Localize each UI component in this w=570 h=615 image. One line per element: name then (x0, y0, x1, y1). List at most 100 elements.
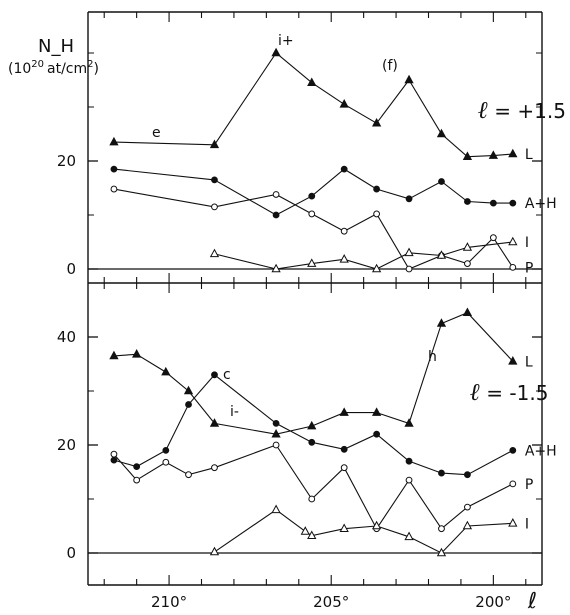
data-point-l (132, 349, 142, 358)
x-tick-label: 205° (313, 593, 349, 611)
data-point-l (307, 420, 317, 430)
data-point-i (462, 520, 473, 530)
data-point-l (488, 150, 498, 159)
data-point-p (272, 441, 280, 449)
data-point-l (404, 74, 414, 84)
data-point-l (209, 418, 220, 427)
data-point-a-h (373, 185, 381, 193)
data-point-p (340, 227, 348, 235)
data-point-p (211, 464, 218, 472)
series-label-a-h: A+H (525, 443, 557, 459)
data-point-l (371, 407, 382, 416)
data-point-l (339, 99, 349, 108)
annotation-f: (f) (382, 58, 398, 74)
data-point-i (404, 247, 414, 257)
data-point-l (436, 128, 447, 138)
data-point-p (438, 525, 445, 533)
y-tick-label: 20 (57, 152, 76, 170)
data-point-p (489, 234, 497, 242)
data-point-p (464, 503, 471, 511)
data-point-a-h (438, 178, 445, 185)
data-point-p (509, 263, 517, 271)
data-point-a-h (211, 371, 218, 379)
data-point-p (308, 210, 316, 218)
series-line-l (113, 52, 513, 158)
data-point-a-h (272, 420, 280, 427)
data-point-l (436, 318, 447, 327)
data-point-l (109, 350, 119, 360)
data-point-i (508, 236, 518, 246)
data-point-l (109, 136, 119, 146)
data-point-a-h (110, 165, 118, 173)
series-label-a-h: A+H (525, 196, 557, 212)
series-label-i: I (525, 235, 529, 251)
data-point-i (307, 258, 317, 267)
y-tick-label: 0 (66, 260, 76, 278)
series-line-a-h (113, 168, 513, 216)
data-point-l (508, 148, 518, 158)
data-point-i (371, 520, 382, 530)
data-point-a-h (438, 469, 445, 477)
data-point-i (307, 530, 317, 540)
data-point-a-h (308, 438, 316, 446)
data-point-p (272, 191, 280, 198)
data-point-a-h (464, 471, 471, 479)
annotation-i: i+ (278, 33, 294, 49)
data-point-l (339, 407, 349, 416)
y-tick-label: 20 (57, 436, 76, 454)
data-point-p (308, 495, 316, 503)
data-point-l (371, 117, 382, 127)
data-point-i (508, 518, 518, 527)
series-label-i: I (525, 516, 529, 532)
data-point-p (185, 471, 192, 479)
data-point-a-h (340, 445, 348, 453)
data-point-a-h (211, 176, 218, 184)
data-point-i (339, 523, 349, 532)
data-point-p (509, 480, 517, 488)
data-point-p (133, 476, 141, 484)
series-line-p (113, 444, 514, 530)
data-point-i (339, 254, 349, 263)
data-point-l (161, 366, 171, 376)
annotation-h: h (428, 349, 437, 365)
data-point-i (371, 263, 382, 273)
data-point-p (211, 203, 218, 211)
data-point-p (110, 185, 118, 193)
series-line-p (113, 188, 514, 270)
data-point-l (462, 151, 473, 160)
data-point-a-h (509, 447, 517, 454)
data-point-a-h (185, 401, 192, 408)
data-point-a-h (308, 192, 316, 200)
y-tick-label: 0 (66, 544, 76, 562)
data-point-a-h (133, 463, 141, 471)
data-point-l (271, 428, 281, 438)
data-point-i (436, 250, 447, 259)
data-point-l (183, 385, 194, 395)
data-point-p (162, 458, 170, 466)
data-point-a-h (464, 198, 471, 205)
data-point-i (404, 531, 414, 541)
data-point-i (436, 547, 447, 557)
y-axis-title: N_H (1020 at/cm2) (8, 36, 99, 77)
data-point-p (405, 476, 413, 484)
data-point-l (271, 47, 281, 57)
y-axis-label: N_H (38, 36, 74, 57)
x-tick-label: 210° (151, 593, 187, 611)
latitude-label-top: ℓ = +1.5 (478, 95, 566, 124)
data-point-l (508, 356, 518, 365)
y-axis-unit: (1020 at/cm2) (8, 59, 99, 77)
x-axis-label: ℓ (527, 589, 537, 614)
data-point-a-h (509, 199, 517, 207)
data-point-l (404, 418, 414, 427)
series-line-l (113, 312, 514, 435)
annotation-i: i- (230, 404, 239, 420)
data-point-a-h (405, 457, 413, 465)
data-point-i (271, 504, 281, 514)
data-point-a-h (405, 195, 413, 203)
data-point-i (300, 526, 310, 535)
y-tick-label: 40 (57, 328, 76, 346)
series-line-i (214, 509, 513, 554)
series-label-l: L (525, 354, 533, 370)
